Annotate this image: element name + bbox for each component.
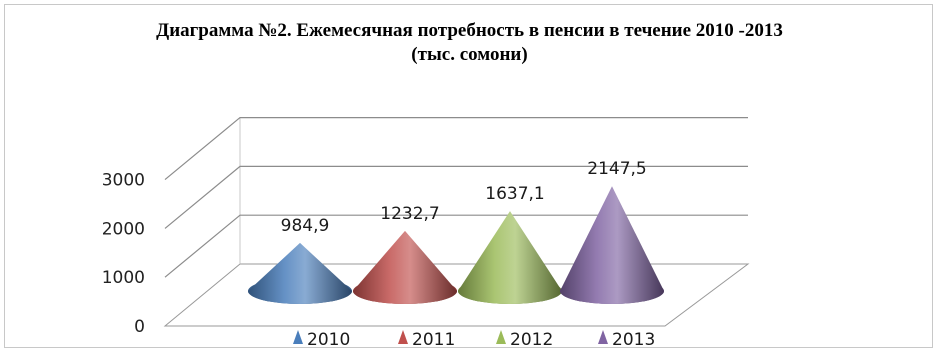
cone-2011 xyxy=(353,231,457,304)
cone-2013 xyxy=(560,186,664,304)
cone-2010 xyxy=(248,243,352,304)
data-label-2010: 984,9 xyxy=(281,216,330,236)
legend-label: 2010 xyxy=(307,330,350,350)
legend-label: 2012 xyxy=(510,330,553,350)
gridline xyxy=(165,166,748,228)
legend-item-2011: 2011 xyxy=(398,330,455,350)
y-tick-label: 0 xyxy=(134,317,145,337)
data-label-2012: 1637,1 xyxy=(485,184,544,204)
y-tick-label: 1000 xyxy=(102,268,145,288)
y-axis: 0 1000 2000 3000 xyxy=(102,171,145,337)
legend-label: 2011 xyxy=(412,330,455,350)
legend-item-2013: 2013 xyxy=(598,330,655,350)
cones xyxy=(248,186,664,304)
data-label-2013: 2147,5 xyxy=(587,159,646,179)
gridlines xyxy=(165,118,748,278)
gridline xyxy=(165,215,748,277)
data-label-2011: 1232,7 xyxy=(380,204,439,224)
legend-item-2012: 2012 xyxy=(496,330,553,350)
legend-label: 2013 xyxy=(612,330,655,350)
y-tick-label: 3000 xyxy=(102,171,145,191)
legend: 2010 2011 2012 2013 xyxy=(293,330,655,350)
data-labels: 984,9 1232,7 1637,1 2147,5 xyxy=(281,159,647,236)
legend-item-2010: 2010 xyxy=(293,330,350,350)
y-tick-label: 2000 xyxy=(102,219,145,239)
cone-2012 xyxy=(458,211,562,304)
gridline xyxy=(165,118,748,180)
